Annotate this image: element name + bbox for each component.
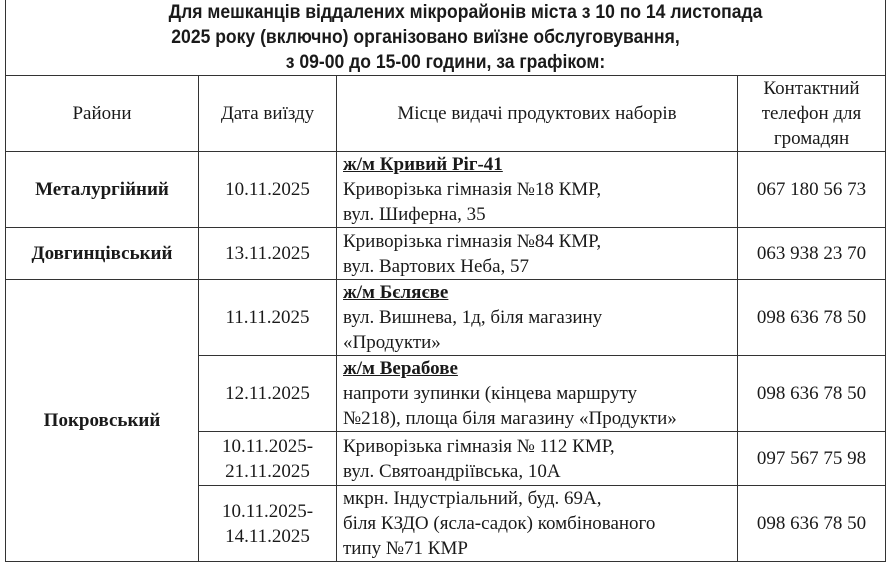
phone-cell: 097 567 75 98 — [737, 431, 886, 486]
header-phone-line: громадян — [773, 128, 850, 149]
date-cell: 11.11.2025 — [198, 279, 337, 356]
place-cell: ж/м Бєляєве вул. Вишнева, 1д, біля магаз… — [336, 279, 738, 356]
place-line: Криворізька гімназія №18 КМР, — [343, 179, 602, 200]
place-cell: ж/м Верабове напроти зупинки (кінцева ма… — [336, 355, 738, 432]
header-phone: Контактний телефон для громадян — [737, 75, 886, 152]
place-cell: Криворізька гімназія № 112 КМР, вул. Свя… — [336, 431, 738, 486]
place-cell: Криворізька гімназія №84 КМР, вул. Варто… — [336, 227, 738, 280]
place-line: вул. Вишнева, 1д, біля магазину — [343, 307, 603, 328]
place-line: вул. Вартових Неба, 57 — [343, 255, 530, 277]
header-row: Райони Дата виїзду Місце видачі продукто… — [5, 75, 886, 152]
place-title: ж/м Кривий Ріг-41 — [343, 154, 503, 175]
phone-cell: 098 636 78 50 — [737, 279, 886, 356]
schedule-document: Для мешканців віддалених мікрорайонів мі… — [5, 0, 886, 562]
place-line: мкрн. Індустріальний, буд. 69А, — [343, 488, 602, 509]
date-cell: 13.11.2025 — [198, 227, 337, 280]
phone-cell: 098 636 78 50 — [737, 355, 886, 432]
table-row: Металургійний 10.11.2025 ж/м Кривий Ріг-… — [5, 151, 886, 228]
place-title: ж/м Верабове — [343, 358, 458, 379]
title-line: 2025 року (включно) організовано виїзне … — [171, 26, 680, 48]
place-line: «Продукти» — [343, 332, 441, 353]
date-line: 10.11.2025- — [221, 500, 314, 522]
date-cell: 10.11.2025 — [198, 151, 337, 228]
table-row: Довгинцівський 13.11.2025 Криворізька гі… — [5, 227, 886, 280]
header-phone-line: телефон для — [761, 103, 862, 124]
place-line: вул. Шиферна, 35 — [343, 204, 486, 225]
place-line: біля КЗДО (ясла-садок) комбінованого — [343, 513, 656, 534]
date-line: 21.11.2025 — [225, 460, 310, 482]
place-line: Криворізька гімназія №84 КМР, — [343, 230, 602, 252]
place-line: Криворізька гімназія № 112 КМР, — [343, 435, 615, 457]
table-row: 12.11.2025 ж/м Верабове напроти зупинки … — [6, 355, 886, 432]
place-cell: мкрн. Індустріальний, буд. 69А, біля КЗД… — [336, 485, 738, 562]
district-cell: Покровський — [5, 279, 199, 562]
table-row: Покровський 11.11.2025 ж/м Бєляєве вул. … — [5, 279, 886, 562]
header-district: Райони — [5, 75, 199, 152]
date-cell: 12.11.2025 — [198, 355, 337, 432]
district-cell: Металургійний — [5, 151, 199, 228]
header-phone-line: Контактний — [763, 78, 860, 99]
place-line: вул. Святоандріївська, 10А — [343, 460, 561, 482]
place-title: ж/м Бєляєве — [343, 282, 449, 303]
date-line: 10.11.2025- — [221, 435, 314, 457]
date-line: 14.11.2025 — [225, 525, 310, 547]
title-line: з 09-00 до 15-00 години, за графіком: — [285, 51, 606, 73]
schedule-table: Для мешканців віддалених мікрорайонів мі… — [5, 0, 886, 562]
table-row: 10.11.2025- 21.11.2025 Криворізька гімна… — [6, 431, 886, 486]
district-cell: Довгинцівський — [5, 227, 199, 280]
phone-cell: 067 180 56 73 — [737, 151, 886, 228]
phone-cell: 098 636 78 50 — [737, 485, 886, 562]
header-place: Місце видачі продуктових наборів — [336, 75, 738, 152]
date-cell: 10.11.2025- 14.11.2025 — [198, 485, 337, 562]
header-date: Дата виїзду — [198, 75, 337, 152]
place-line: напроти зупинки (кінцева маршруту — [343, 383, 638, 404]
place-line: типу №71 КМР — [343, 538, 468, 559]
place-line: №218), площа біля магазину «Продукти» — [343, 408, 677, 429]
phone-cell: 063 938 23 70 — [737, 227, 886, 280]
document-title: Для мешканців віддалених мікрорайонів мі… — [5, 0, 886, 76]
title-line: Для мешканців віддалених мікрорайонів мі… — [168, 1, 763, 23]
place-cell: ж/м Кривий Ріг-41 Криворізька гімназія №… — [336, 151, 738, 228]
date-cell: 10.11.2025- 21.11.2025 — [198, 431, 337, 486]
title-row: Для мешканців віддалених мікрорайонів мі… — [5, 0, 886, 76]
